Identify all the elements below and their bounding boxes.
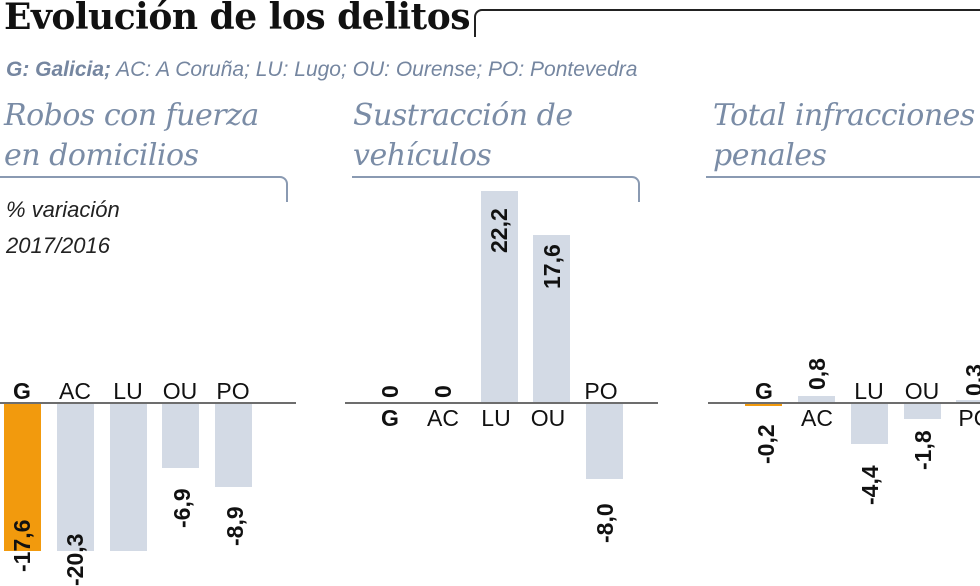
chart1-bracket: [278, 176, 288, 202]
chart3-bar-ou: [904, 404, 941, 419]
chart2-cat-lu: LU: [481, 405, 511, 431]
chart2-axis: [345, 402, 658, 404]
chart1-cat-ac: AC: [59, 378, 91, 404]
chart2-value-ou: 17,6: [539, 244, 565, 289]
chart2-cat-po: PO: [584, 378, 618, 404]
chart1-bar-ac: [57, 404, 94, 551]
chart3-title: Total infracciones penales: [713, 96, 975, 176]
chart2-title-underline: [352, 176, 632, 178]
chart3-cat-g: G: [755, 378, 773, 404]
chart1-value-ou: -6,9: [169, 488, 195, 528]
subtitle-line2: 2017/2016: [6, 233, 110, 258]
chart1-value-po: -8,9: [222, 506, 248, 546]
chart1-bar-po: [215, 404, 252, 487]
chart1-value-ac: -20,3: [62, 533, 88, 586]
chart3-value-po: 0,3: [961, 364, 980, 396]
chart2-title-line1: Sustracción de: [353, 98, 573, 133]
chart1-value-g: -17,6: [9, 519, 35, 572]
chart2-bar-po: [586, 404, 623, 479]
chart1-title: Robos con fuerza en domicilios: [4, 96, 259, 176]
chart1-bar-g: [4, 404, 41, 551]
legend: G: Galicia; AC: A Coruña; LU: Lugo; OU: …: [6, 58, 637, 82]
chart2-bar-ou: [533, 235, 570, 402]
chart3-bar-ac: [798, 396, 835, 402]
chart1-title-underline: [0, 176, 280, 178]
legend-provinces: AC: A Coruña; LU: Lugo; OU: Ourense; PO:…: [111, 58, 638, 81]
chart3-value-ac: 0,8: [804, 358, 830, 390]
chart3-cat-lu: LU: [854, 378, 884, 404]
chart1-cat-lu: LU: [113, 378, 143, 404]
chart2-title: Sustracción de vehículos: [353, 96, 573, 176]
chart3-cat-po: PO: [958, 405, 980, 431]
chart3-bar-lu: [851, 404, 888, 444]
chart1-cat-g: G: [13, 378, 31, 404]
chart3-cat-ac: AC: [801, 405, 833, 431]
chart3-title-line2: penales: [713, 138, 827, 173]
chart2-cat-g: G: [381, 405, 399, 431]
chart3-axis: [708, 402, 980, 404]
chart2-value-g: 0: [377, 385, 403, 398]
chart3-cat-ou: OU: [904, 378, 940, 404]
chart2-value-lu: 22,2: [486, 208, 512, 253]
chart2-bracket: [630, 176, 640, 202]
title-bracket-decoration: [474, 9, 980, 37]
chart1-axis: [0, 402, 296, 404]
chart2-cat-ac: AC: [427, 405, 459, 431]
subtitle-line1: % variación: [6, 197, 120, 222]
chart1-title-line2: en domicilios: [4, 138, 199, 173]
chart3-value-lu: -4,4: [857, 465, 883, 505]
chart3-bar-po: [956, 400, 980, 402]
chart3-bar-g: [745, 404, 782, 406]
chart-subtitle: % variación 2017/2016: [6, 192, 120, 264]
chart1-bar-ou: [162, 404, 199, 468]
chart2-cat-ou: OU: [530, 405, 566, 431]
chart3-value-ou: -1,8: [910, 430, 936, 470]
chart2-value-ac: 0: [430, 385, 456, 398]
chart1-bar-lu: [110, 404, 147, 551]
chart2-title-line2: vehículos: [353, 138, 492, 173]
chart1-cat-po: PO: [216, 378, 250, 404]
chart1-cat-ou: OU: [162, 378, 198, 404]
chart3-title-underline: [706, 176, 980, 178]
chart2-bar-lu: [481, 191, 518, 402]
chart3-value-g: -0,2: [753, 424, 779, 464]
page-title: Evolución de los delitos: [4, 0, 470, 38]
legend-galicia: G: Galicia;: [6, 58, 112, 81]
chart3-title-line1: Total infracciones: [713, 98, 975, 133]
chart2-value-po: -8,0: [592, 503, 618, 543]
chart1-title-line1: Robos con fuerza: [4, 98, 259, 133]
